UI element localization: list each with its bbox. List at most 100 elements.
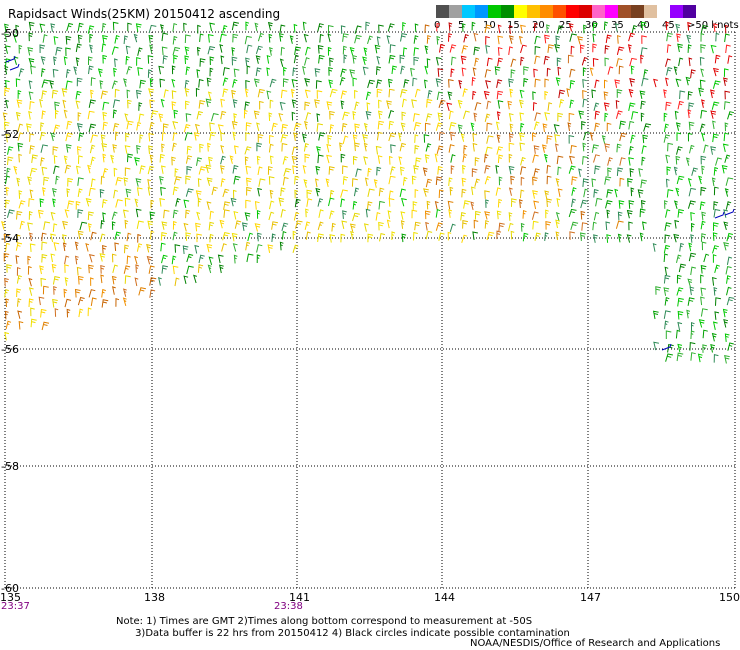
wind-barb [65,47,71,57]
wind-barb [700,287,707,297]
wind-barb [267,21,273,31]
wind-barb [402,47,408,56]
wind-barb [509,133,514,143]
wind-barb [702,329,708,339]
wind-barb [676,146,683,155]
wind-barb [87,211,94,221]
wind-barb [424,79,428,89]
lat-label-52: -52 [1,128,19,141]
wind-barb [376,55,381,65]
wind-barb [4,58,11,67]
wind-barb [4,310,9,320]
wind-barb [713,23,718,32]
wind-barb [363,122,368,132]
wind-barb [256,210,261,219]
wind-barb [79,221,88,231]
wind-barb [318,54,325,64]
scale-swatch [618,5,631,18]
wind-barb [222,77,229,86]
wind-barb [497,24,502,34]
wind-barb [532,176,538,186]
wind-barb [676,287,684,296]
wind-barb [257,166,263,175]
wind-barb [689,341,696,351]
wind-barb [435,122,443,131]
lon-label-138: 138 [144,591,165,604]
wind-barb [100,274,105,284]
wind-barb [712,254,717,263]
wind-barb [329,88,338,98]
wind-barb [269,134,274,144]
wind-barb [134,255,138,265]
wind-barb [557,166,562,176]
wind-barb [522,232,529,242]
wind-barb [386,35,391,44]
wind-barb [16,275,22,284]
wind-barb [100,265,105,274]
wind-barb [54,101,60,111]
wind-barb [306,189,313,199]
scale-swatch [605,5,618,18]
wind-barb [125,188,132,198]
wind-barb [302,165,307,174]
wind-barb [114,88,120,98]
wind-barb [49,80,55,89]
wind-barb [484,164,491,174]
wind-barb [557,188,563,197]
wind-barb [722,143,729,153]
wind-barb [629,78,635,87]
wind-barb [723,68,729,77]
wind-barb [198,100,206,109]
wind-barb [293,212,300,221]
wind-barb [663,274,671,284]
wind-barb [675,78,682,87]
wind-barb [569,99,575,109]
wind-barb [197,24,201,34]
wind-barb [127,99,132,109]
wind-barb [701,165,705,175]
graticule [4,31,736,589]
wind-barb [125,45,131,55]
scale-swatch [631,5,644,18]
wind-barb [171,65,176,75]
note-line-1: Note: 1) Times are GMT 2)Times along bot… [116,616,533,627]
wind-barb [377,120,385,130]
wind-barb [256,122,260,132]
wind-barb [723,319,729,328]
wind-barb [112,264,118,274]
wind-barb [413,47,419,56]
wind-barb [174,244,181,253]
wind-barb [41,321,50,331]
lon-label-141: 141 [289,591,310,604]
scale-label-15: 15 [507,20,520,31]
wind-barb [532,190,538,199]
wind-barb [640,112,645,122]
wind-barb [267,166,273,175]
wind-barb [186,165,193,175]
wind-barb [690,266,697,276]
wind-barb [723,132,729,142]
footnotes: Note: 1) Times are GMT 2)Times along bot… [116,616,570,640]
wind-barb [437,68,444,77]
wind-barb [207,33,214,43]
wind-barb [582,67,587,76]
scale-swatch [670,5,683,18]
wind-barb [604,112,609,122]
wind-barb [88,65,94,75]
wind-barb [569,68,576,78]
wind-barb [55,175,60,185]
wind-barb [687,278,693,288]
wind-barb [676,274,682,284]
wind-barb [278,113,284,122]
wind-barb [206,243,213,253]
wind-barb [425,113,433,122]
wind-barb [295,220,303,229]
wind-barb [174,277,180,287]
wind-barb [457,99,463,109]
wind-barb [400,65,406,75]
wind-barb [41,241,48,251]
wind-barb [125,55,130,65]
wind-barb [171,142,177,152]
wind-barb [115,199,123,208]
wind-barb [111,275,117,285]
